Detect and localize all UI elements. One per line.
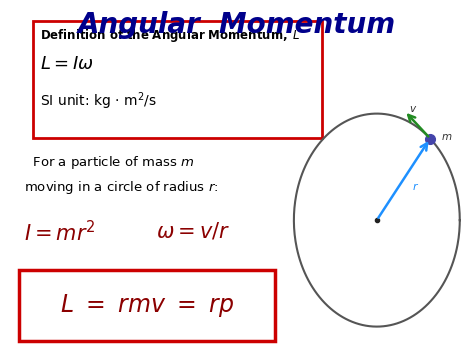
Text: $I = mr^2$: $I = mr^2$ [24, 220, 95, 245]
Text: $L = I\omega$: $L = I\omega$ [40, 55, 94, 73]
FancyBboxPatch shape [19, 270, 275, 341]
FancyBboxPatch shape [33, 21, 322, 138]
Text: For a particle of mass $\mathit{m}$
moving in a circle of radius $\mathit{r}$:: For a particle of mass $\mathit{m}$ movi… [24, 154, 218, 196]
Text: $\mathbf{Definition\ of\ the\ Angular\ Momentum,}\ \mathit{L}$: $\mathbf{Definition\ of\ the\ Angular\ M… [40, 27, 301, 44]
Text: $m$: $m$ [440, 132, 452, 142]
Text: Angular  Momentum: Angular Momentum [78, 11, 396, 39]
Text: $\omega = v / r$: $\omega = v / r$ [156, 220, 230, 241]
Text: SI unit: kg $\cdot$ m$^2$/s: SI unit: kg $\cdot$ m$^2$/s [40, 91, 157, 112]
Text: $v$: $v$ [409, 104, 418, 114]
Text: $L \ = \ rmv \ = \ rp$: $L \ = \ rmv \ = \ rp$ [60, 292, 234, 319]
Text: $r$: $r$ [412, 181, 419, 192]
